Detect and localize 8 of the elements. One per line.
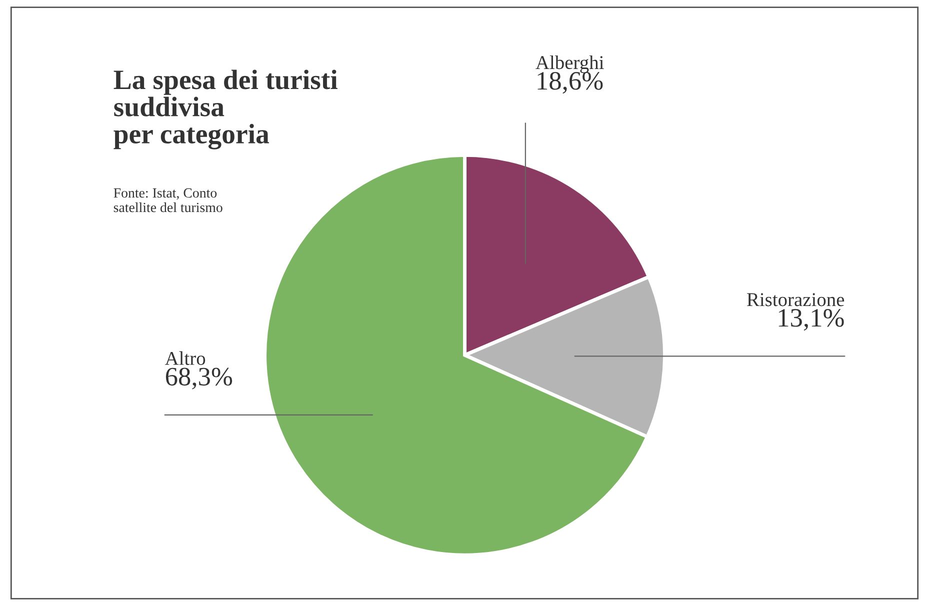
text: La spesa dei turisti suddivisa per categoria xyxy=(114,70,338,150)
slice-label: Alberghi xyxy=(536,55,604,74)
data-label: 18,6% xyxy=(538,72,603,94)
slice-label: Altro xyxy=(165,351,206,365)
source-note: Fonte: Istat, Conto satellite del turismo xyxy=(114,188,222,212)
data-label: 68,3% xyxy=(166,368,232,390)
slice-label: Ristorazione xyxy=(747,293,844,306)
data-label: 13,1% xyxy=(778,308,844,331)
